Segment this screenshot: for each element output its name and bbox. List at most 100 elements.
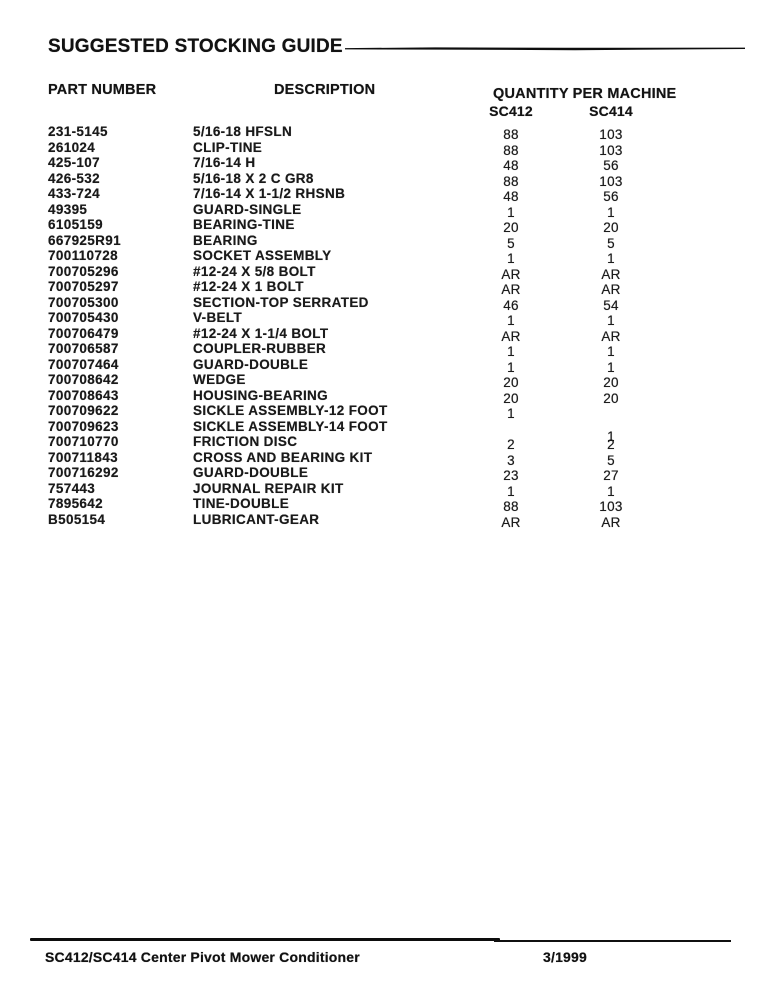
qty-sc412-cell: 88: [503, 173, 519, 189]
column-header-quantity-per-machine: QUANTITY PER MACHINE: [493, 86, 677, 102]
part-number-cell: 700709623: [48, 418, 119, 434]
table-row: 700706587 COUPLER-RUBBER 1 1: [0, 341, 772, 359]
qty-sc414-cell: 20: [603, 390, 619, 406]
table-row: 433-724 7/16-14 X 1-1/2 RHSNB 48 56: [0, 186, 772, 204]
footer-doc-title: SC412/SC414 Center Pivot Mower Condition…: [45, 949, 360, 965]
table-row: 700110728 SOCKET ASSEMBLY 1 1: [0, 248, 772, 266]
part-number-cell: 757443: [48, 480, 96, 496]
qty-sc414-cell: 1: [607, 204, 615, 220]
qty-sc412-cell: AR: [501, 328, 521, 344]
part-number-cell: 700705296: [48, 263, 119, 279]
description-cell: TINE-DOUBLE: [193, 496, 290, 511]
part-number-cell: 700706587: [48, 341, 119, 356]
table-row: 700706479 #12-24 X 1-1/4 BOLT AR AR: [0, 325, 772, 344]
part-number-cell: 700110728: [48, 248, 118, 263]
part-number-cell: 6105159: [48, 217, 104, 232]
qty-sc414-cell: 103: [599, 127, 623, 142]
qty-sc414-cell: 1: [607, 251, 615, 266]
qty-sc412-cell: AR: [501, 266, 521, 282]
part-number-cell: 49395: [48, 201, 88, 217]
part-number-cell: 700706479: [48, 325, 119, 341]
qty-sc414-cell: 56: [603, 189, 619, 204]
table-row: 667925R91 BEARING 5 5: [0, 232, 772, 251]
table-row: 700707464 GUARD-DOUBLE 1 1: [0, 356, 772, 375]
qty-sc412-cell: 2: [507, 437, 515, 452]
qty-sc412-cell: 1: [507, 251, 515, 266]
table-row: 700710770 FRICTION DISC 2 2: [0, 434, 772, 452]
table-row: 700708642 WEDGE 20 20: [0, 372, 772, 390]
table-row: 261024 CLIP-TINE 88 103: [0, 139, 772, 158]
table-row: 757443 JOURNAL REPAIR KIT 1 1: [0, 480, 772, 499]
description-cell: GUARD-DOUBLE: [193, 356, 309, 372]
qty-sc412-cell: 1: [507, 313, 515, 328]
part-number-cell: 7895642: [48, 496, 104, 511]
table-row: 700705296 #12-24 X 5/8 BOLT AR AR: [0, 263, 772, 282]
part-number-cell: B505154: [48, 511, 106, 527]
description-cell: BEARING-TINE: [193, 217, 295, 232]
part-number-cell: 700709622: [48, 403, 119, 418]
description-cell: COUPLER-RUBBER: [193, 341, 327, 356]
qty-sc412-cell: 20: [503, 390, 519, 406]
description-cell: FRICTION DISC: [193, 434, 298, 449]
qty-sc412-cell: 88: [503, 127, 519, 142]
description-cell: GUARD-DOUBLE: [193, 465, 309, 480]
table-row: 426-532 5/16-18 X 2 C GR8 88 103: [0, 170, 772, 189]
qty-sc412-cell: 1: [507, 204, 515, 220]
description-cell: 5/16-18 HFSLN: [193, 124, 293, 139]
description-cell: 7/16-14 X 1-1/2 RHSNB: [193, 186, 346, 201]
qty-sc414-cell: 1: [607, 344, 615, 359]
qty-sc414-cell: AR: [601, 514, 621, 530]
part-number-cell: 700705300: [48, 294, 119, 310]
part-number-cell: 425-107: [48, 155, 100, 170]
table-row: 700709623 SICKLE ASSEMBLY-14 FOOT 1: [0, 418, 772, 444]
description-cell: 7/16-14 H: [193, 155, 256, 170]
table-row: 231-5145 5/16-18 HFSLN 88 103: [0, 124, 772, 142]
qty-sc414-cell: 103: [599, 499, 623, 514]
description-cell: #12-24 X 1 BOLT: [193, 279, 304, 294]
qty-sc412-cell: 46: [503, 297, 519, 313]
part-number-cell: 700705430: [48, 310, 119, 325]
qty-sc414-cell: 20: [603, 220, 619, 235]
qty-sc414-cell: 27: [603, 468, 619, 483]
part-number-cell: 433-724: [48, 186, 100, 201]
qty-sc414-cell: 5: [607, 235, 615, 251]
footer-date: 3/1999: [543, 949, 588, 965]
qty-sc412-cell: 1: [507, 406, 515, 421]
footer-rule: [30, 938, 500, 941]
description-cell: HOUSING-BEARING: [193, 387, 329, 403]
column-header-sc412: SC412: [489, 103, 533, 119]
footer-rule-thin: [494, 940, 731, 942]
description-cell: 5/16-18 X 2 C GR8: [193, 170, 314, 186]
column-header-description: DESCRIPTION: [274, 82, 376, 98]
part-number-cell: 700716292: [48, 465, 119, 480]
qty-sc414-cell: AR: [601, 266, 621, 282]
part-number-cell: 667925R91: [48, 232, 121, 248]
part-number-cell: 700708643: [48, 387, 119, 403]
qty-sc414-cell: 1: [607, 359, 615, 375]
qty-sc414-cell: 2: [607, 437, 615, 452]
qty-sc412-cell: 20: [503, 220, 519, 235]
qty-sc414-cell: 56: [603, 158, 619, 173]
table-row: 7895642 TINE-DOUBLE 88 103: [0, 496, 772, 514]
qty-sc414-cell: 1: [607, 428, 615, 444]
description-cell: #12-24 X 5/8 BOLT: [193, 263, 316, 279]
part-number-cell: 700710770: [48, 434, 119, 449]
description-cell: V-BELT: [193, 310, 243, 325]
qty-sc412-cell: 5: [507, 235, 515, 251]
column-header-sc414: SC414: [589, 103, 633, 119]
description-cell: #12-24 X 1-1/4 BOLT: [193, 325, 329, 341]
description-cell: CLIP-TINE: [193, 139, 263, 155]
part-number-cell: 261024: [48, 139, 96, 155]
table-row: 6105159 BEARING-TINE 20 20: [0, 217, 772, 235]
qty-sc412-cell: 1: [507, 483, 515, 499]
table-row: 700705430 V-BELT 1 1: [0, 310, 772, 328]
description-cell: GUARD-SINGLE: [193, 201, 302, 217]
qty-sc414-cell: 103: [599, 142, 623, 158]
description-cell: SECTION-TOP SERRATED: [193, 294, 369, 310]
part-number-cell: 700707464: [48, 356, 119, 372]
table-row: 700709622 SICKLE ASSEMBLY-12 FOOT 1: [0, 403, 772, 422]
column-header-part-number: PART NUMBER: [48, 82, 157, 98]
qty-sc414-cell: [561, 406, 661, 422]
qty-sc412-cell: 48: [503, 189, 519, 204]
